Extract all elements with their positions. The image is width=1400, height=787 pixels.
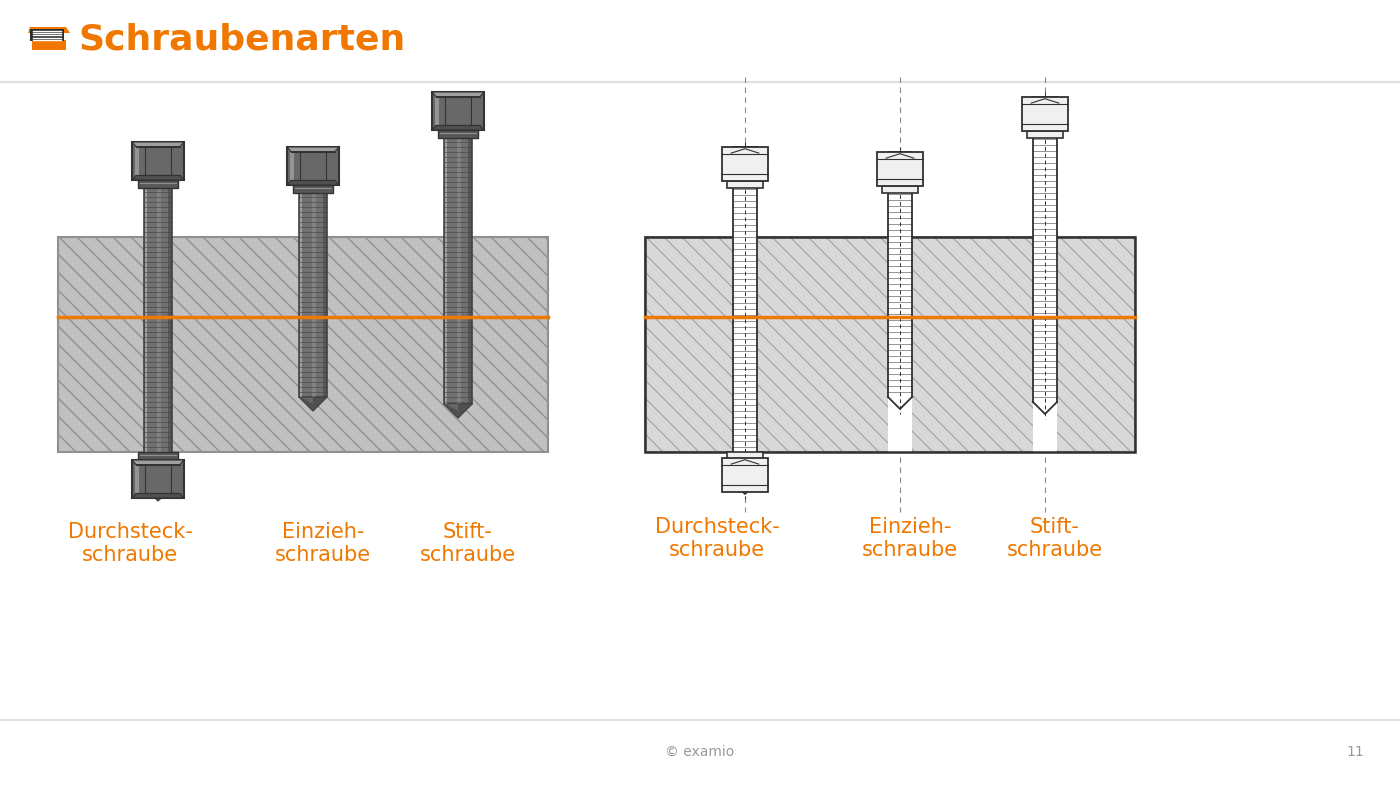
- Text: Einzieh-
schraube: Einzieh- schraube: [862, 517, 958, 560]
- Bar: [722, 147, 769, 181]
- Text: © examio: © examio: [665, 745, 735, 759]
- Polygon shape: [300, 397, 314, 404]
- Text: Stift-
schraube: Stift- schraube: [420, 522, 517, 565]
- Bar: [293, 185, 333, 193]
- Bar: [1022, 97, 1068, 131]
- Polygon shape: [28, 27, 70, 33]
- Polygon shape: [433, 92, 484, 130]
- Polygon shape: [132, 142, 183, 180]
- Polygon shape: [287, 147, 339, 185]
- Polygon shape: [444, 404, 472, 418]
- Bar: [312, 147, 316, 397]
- Polygon shape: [29, 29, 64, 41]
- Polygon shape: [287, 147, 339, 152]
- Bar: [300, 147, 302, 397]
- Polygon shape: [433, 92, 484, 97]
- Polygon shape: [144, 487, 172, 501]
- Text: Stift-
schraube: Stift- schraube: [1007, 517, 1103, 560]
- Bar: [468, 92, 472, 404]
- Bar: [134, 146, 139, 176]
- Text: Durchsteck-
schraube: Durchsteck- schraube: [655, 517, 780, 560]
- Bar: [722, 458, 769, 492]
- Bar: [876, 152, 923, 186]
- Bar: [139, 452, 178, 460]
- Bar: [645, 237, 1135, 452]
- Bar: [144, 142, 172, 487]
- Bar: [1028, 131, 1063, 138]
- Bar: [438, 130, 477, 138]
- Polygon shape: [132, 493, 183, 498]
- Bar: [300, 147, 328, 397]
- Bar: [456, 92, 461, 404]
- Bar: [445, 92, 447, 404]
- Text: Schraubenarten: Schraubenarten: [78, 22, 405, 56]
- Bar: [727, 181, 763, 188]
- Polygon shape: [132, 142, 183, 146]
- Bar: [727, 452, 763, 459]
- Polygon shape: [32, 40, 66, 50]
- Polygon shape: [132, 460, 183, 498]
- Polygon shape: [444, 404, 458, 411]
- Text: Einzieh-
schraube: Einzieh- schraube: [274, 522, 371, 565]
- Bar: [139, 180, 178, 188]
- Bar: [134, 464, 139, 493]
- Bar: [888, 152, 911, 409]
- Polygon shape: [144, 487, 158, 494]
- Bar: [323, 147, 328, 397]
- Bar: [1033, 97, 1057, 414]
- Bar: [290, 152, 294, 180]
- Text: 11: 11: [1347, 745, 1364, 759]
- Bar: [882, 186, 918, 193]
- Bar: [168, 142, 172, 487]
- Polygon shape: [287, 180, 339, 185]
- Polygon shape: [132, 460, 183, 464]
- Polygon shape: [433, 125, 484, 130]
- Bar: [57, 237, 547, 452]
- Bar: [1033, 237, 1057, 452]
- Bar: [645, 237, 1135, 452]
- Bar: [434, 97, 438, 125]
- Polygon shape: [132, 176, 183, 180]
- Bar: [444, 92, 472, 404]
- Bar: [734, 147, 757, 494]
- Bar: [734, 237, 757, 452]
- Text: Durchsteck-
schraube: Durchsteck- schraube: [67, 522, 192, 565]
- Bar: [146, 142, 147, 487]
- Bar: [888, 237, 911, 452]
- Polygon shape: [300, 397, 328, 411]
- Bar: [157, 142, 161, 487]
